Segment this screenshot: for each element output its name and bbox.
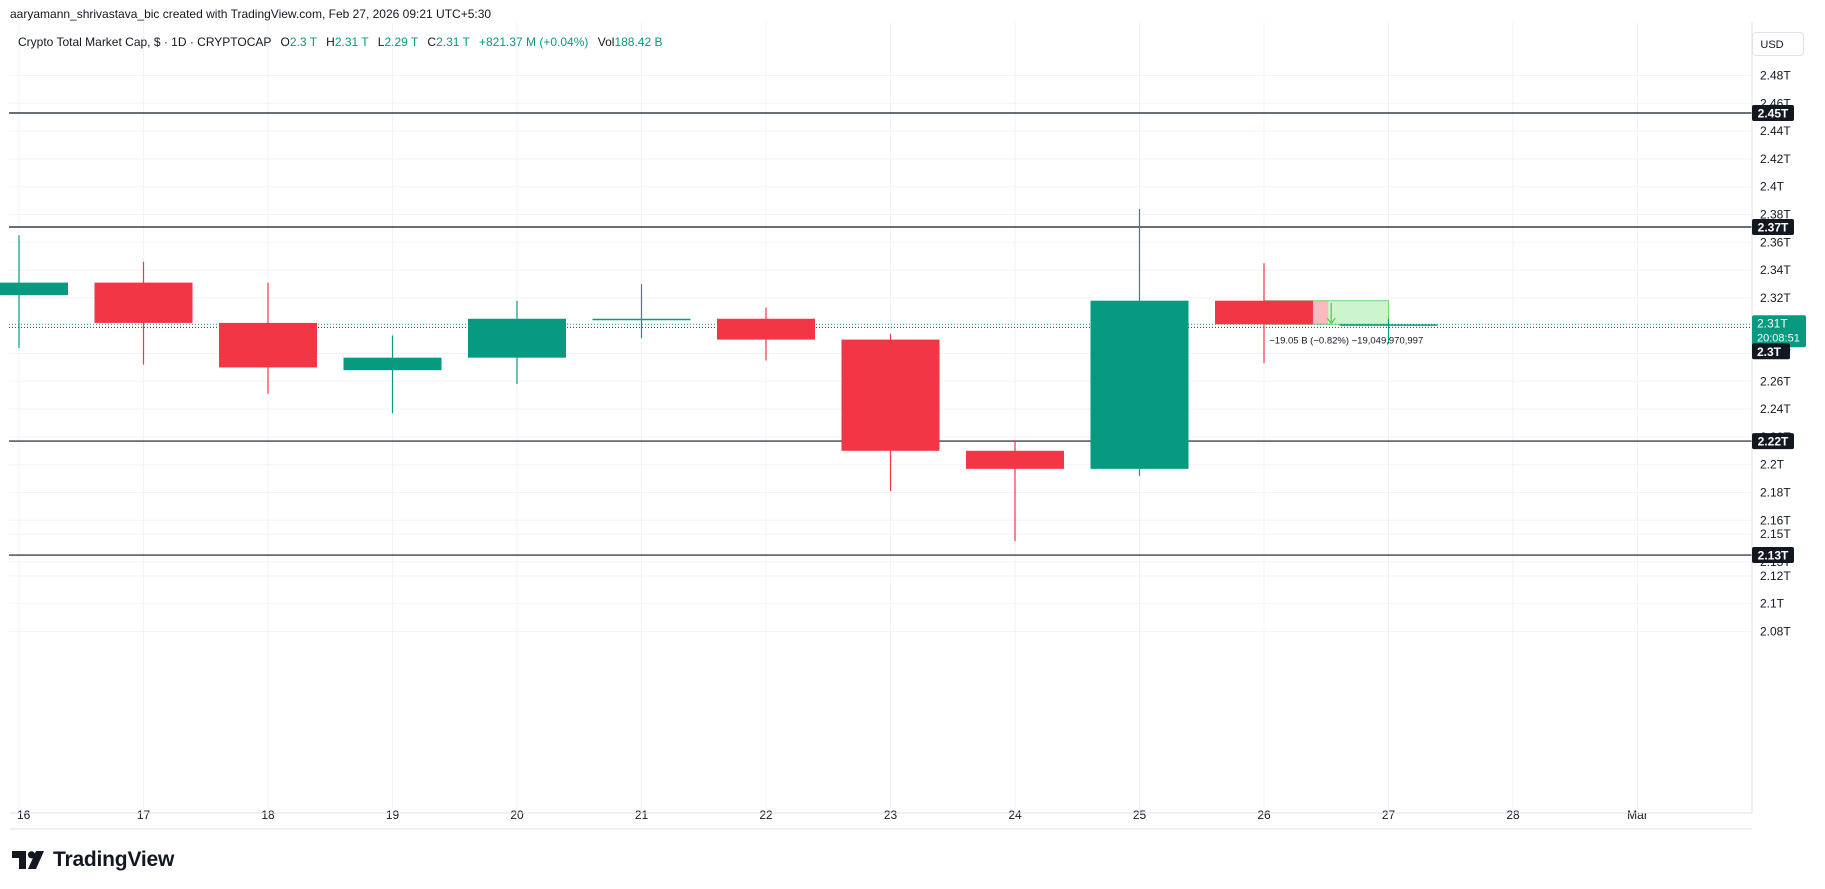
legend-low-label: L	[377, 35, 385, 49]
x-tick-label: 26	[1257, 808, 1271, 822]
x-tick-label: 24	[1008, 808, 1022, 822]
legend-low: 2.29 T	[384, 35, 419, 49]
level-label-bg	[1752, 547, 1794, 564]
current-price-label-bg	[1752, 315, 1806, 348]
y-tick-label: 2.36T	[1760, 235, 1791, 249]
candle-body	[592, 318, 691, 321]
open-label: 2.3T	[1757, 345, 1782, 359]
legend-high: 2.31 T	[334, 35, 369, 49]
current-price-label: 2.31T	[1757, 316, 1788, 330]
candle-body	[841, 339, 940, 451]
y-tick-label: 2.34T	[1760, 263, 1791, 277]
candle-body	[717, 318, 815, 340]
legend-open: 2.3 T	[289, 35, 317, 49]
y-tick-label: 2.48T	[1760, 69, 1791, 83]
legend-open-label: O	[280, 35, 290, 49]
legend-close: 2.31 T	[436, 35, 470, 49]
candle-body	[0, 282, 68, 296]
x-tick-label: 23	[884, 808, 898, 822]
symbol-legend: Crypto Total Market Cap, $ · 1D · CRYPTO…	[18, 35, 662, 49]
candle-body	[343, 357, 442, 371]
measure-range-box	[1328, 300, 1389, 325]
x-tick-label: Mar	[1627, 808, 1648, 822]
y-tick-label: 2.18T	[1760, 486, 1791, 500]
level-label-bg	[1752, 433, 1794, 450]
level-label: 2.22T	[1758, 435, 1789, 449]
legend-vol: 188.42 B	[614, 35, 663, 49]
tradingview-logo[interactable]: TradingView	[12, 848, 174, 872]
level-label-bg	[1752, 105, 1794, 122]
legend-close-label: C	[427, 35, 437, 49]
y-tick-label: 2.42T	[1760, 152, 1791, 166]
measure-arrow-head	[1326, 317, 1336, 325]
candle-body	[966, 450, 1064, 469]
x-tick-label: 22	[759, 808, 773, 822]
y-tick-label: 2.15T	[1760, 527, 1791, 541]
y-tick-label: 2.38T	[1760, 208, 1791, 222]
x-tick-label: 19	[386, 808, 400, 822]
y-tick-label: 2.24T	[1760, 402, 1791, 416]
y-tick-label: 2.1T	[1760, 597, 1785, 611]
legend-title: Crypto Total Market Cap, $ · 1D · CRYPTO…	[18, 35, 272, 49]
level-label: 2.37T	[1758, 221, 1789, 235]
x-tick-label: 18	[261, 808, 275, 822]
candle-body	[94, 282, 193, 323]
legend-high-label: H	[326, 35, 335, 49]
x-tick-label: 20	[510, 808, 524, 822]
countdown-label: 20:08:51	[1757, 332, 1800, 344]
level-label: 2.45T	[1758, 107, 1789, 121]
legend-change: +821.37 M (+0.04%)	[479, 35, 589, 49]
candle-body	[1090, 300, 1189, 469]
y-tick-label: 2.32T	[1760, 291, 1791, 305]
y-tick-label: 2.2T	[1760, 458, 1785, 472]
level-label-bg	[1752, 219, 1794, 236]
price-labels: 2.45T 2.37T 2.22T 2.13T 2.31T 20:08:512.3T	[1752, 105, 1806, 564]
y-tick-label: 2.44T	[1760, 124, 1791, 138]
measure-label: −19.05 B (−0.82%) −19,049,970,997	[1269, 335, 1423, 346]
chart-attribution: aaryamann_shrivastava_bic created with T…	[10, 7, 492, 21]
tradingview-logo-text: TradingView	[53, 848, 175, 871]
currency-button[interactable]: USD	[1752, 32, 1804, 56]
legend-vol-label: Vol	[597, 35, 615, 49]
candles	[0, 208, 1438, 542]
candle-body	[1339, 324, 1438, 326]
candle-body	[219, 322, 317, 368]
x-tick-label: 21	[635, 808, 649, 822]
x-tick-label: 17	[137, 808, 151, 822]
axes: 16 17 18 19 20 21 22 23 24 25 26 27 28 Mar2.48T2.46T2…	[9, 22, 1791, 830]
y-tick-label: 2.08T	[1760, 625, 1791, 639]
candle-body	[1215, 300, 1313, 325]
level-label: 2.13T	[1758, 549, 1789, 563]
x-tick-label: 27	[1382, 808, 1396, 822]
candle-body	[468, 318, 566, 358]
x-tick-label: 28	[1506, 808, 1520, 822]
y-tick-label: 2.16T	[1760, 513, 1791, 527]
y-tick-label: 2.26T	[1760, 374, 1791, 388]
x-tick-label: 25	[1133, 808, 1147, 822]
x-tick-label: 16	[17, 808, 31, 822]
tradingview-logo-icon	[12, 851, 44, 869]
y-tick-label: 2.4T	[1760, 180, 1785, 194]
open-label-bg	[1752, 343, 1790, 360]
y-tick-label: 2.12T	[1760, 569, 1791, 583]
